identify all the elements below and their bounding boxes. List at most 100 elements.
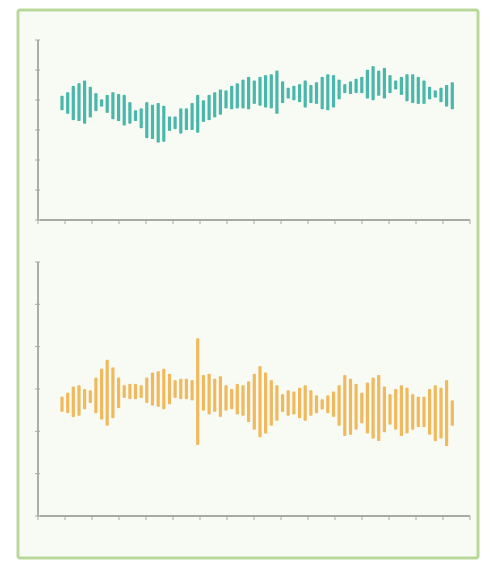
waveform-bar <box>298 84 302 103</box>
waveform-bar <box>405 387 409 434</box>
waveform-bar <box>105 94 109 113</box>
waveform-bar <box>264 75 268 108</box>
waveform-bar <box>399 76 403 95</box>
waveform-bar <box>439 387 443 439</box>
waveform-bar <box>173 116 177 130</box>
waveform-bar <box>224 385 228 411</box>
waveform-bar <box>162 368 166 410</box>
waveform-bar <box>252 373 256 430</box>
waveform-bar <box>213 92 217 118</box>
waveform-bar <box>416 396 420 428</box>
waveform-bar <box>405 74 409 102</box>
waveform-bar <box>258 76 262 106</box>
waveform-bar <box>213 378 217 412</box>
waveform-bar <box>292 391 296 415</box>
waveform-bar <box>394 389 398 430</box>
waveform-bar <box>382 67 386 99</box>
waveform-bar <box>343 84 347 94</box>
waveform-bar <box>201 100 205 122</box>
waveform-bar <box>298 387 302 419</box>
waveform-bar <box>411 394 415 430</box>
waveform-bar <box>128 102 132 124</box>
waveform-bar <box>365 382 369 434</box>
waveform-bar <box>184 378 188 400</box>
waveform-bar <box>433 385 437 442</box>
waveform-bar <box>258 366 262 438</box>
waveform-bar <box>66 392 70 414</box>
waveform-bar <box>235 83 239 109</box>
waveform-bar <box>326 395 330 414</box>
waveform-bar <box>292 85 296 101</box>
waveform-bar <box>179 378 183 400</box>
waveform-bar <box>241 385 245 416</box>
waveform-bar <box>388 75 392 94</box>
waveform-bar <box>100 368 104 420</box>
waveform-bar <box>133 383 138 400</box>
waveform-bar <box>83 389 87 410</box>
waveform-bar <box>337 385 341 426</box>
waveform-bar <box>399 385 403 436</box>
waveform-bar <box>309 390 313 416</box>
waveform-bar <box>275 385 279 421</box>
waveform-bar <box>88 390 92 403</box>
waveform-bar <box>377 375 381 441</box>
waveform-bar <box>286 87 290 99</box>
waveform-bar <box>365 69 369 99</box>
waveform-bar <box>230 85 234 110</box>
waveform-bar <box>156 103 160 143</box>
waveform-bar <box>71 85 75 121</box>
waveform-bar <box>269 380 273 426</box>
waveform-bar <box>207 373 211 415</box>
waveform-bar <box>224 90 228 109</box>
waveform-bar <box>196 94 200 133</box>
waveform-bar <box>156 371 160 407</box>
waveform-bar <box>411 74 415 103</box>
waveform-bar <box>235 383 239 415</box>
waveform-bar <box>196 338 200 445</box>
bottom-chart <box>35 261 471 520</box>
waveform-bar <box>190 380 194 401</box>
waveform-bar <box>264 372 268 434</box>
waveform-bar <box>111 92 115 120</box>
waveform-bar <box>71 386 75 417</box>
waveform-bar <box>247 381 251 422</box>
waveform-bar <box>145 377 149 403</box>
waveform-bar <box>117 94 121 121</box>
waveform-bar <box>303 385 307 421</box>
waveform-bar <box>331 391 336 417</box>
waveform-bar <box>382 386 386 433</box>
waveform-bar <box>207 94 211 121</box>
waveform-bar <box>145 102 149 139</box>
waveform-bar <box>337 79 341 100</box>
waveform-bar <box>371 377 375 439</box>
waveform-bar <box>439 87 443 103</box>
waveform-bar <box>286 390 290 416</box>
waveform-bar <box>139 385 143 398</box>
waveform-bar <box>247 76 251 110</box>
waveform-bar <box>394 80 398 90</box>
waveform-bar <box>275 70 279 114</box>
waveform-bar <box>83 80 87 124</box>
waveform-bar <box>94 377 98 414</box>
waveform-bar <box>360 76 364 94</box>
waveform-bar <box>117 377 121 409</box>
waveform-bar <box>105 359 109 426</box>
waveform-bar <box>445 85 449 107</box>
waveform-bar <box>179 108 183 134</box>
waveform-bar <box>66 92 70 114</box>
waveform-bar <box>360 392 364 424</box>
waveform-bar <box>314 82 319 104</box>
waveform-bar <box>331 75 336 108</box>
waveform-bar <box>377 70 381 96</box>
series-1 <box>60 338 454 447</box>
waveform-bar <box>77 385 81 416</box>
waveform-bar <box>371 66 375 101</box>
waveform-bar <box>388 394 392 425</box>
waveform-bar <box>100 99 104 107</box>
waveform-bar <box>348 378 353 435</box>
waveform-bar <box>218 89 222 115</box>
waveform-bar <box>320 399 324 410</box>
waveform-bar <box>122 94 126 126</box>
